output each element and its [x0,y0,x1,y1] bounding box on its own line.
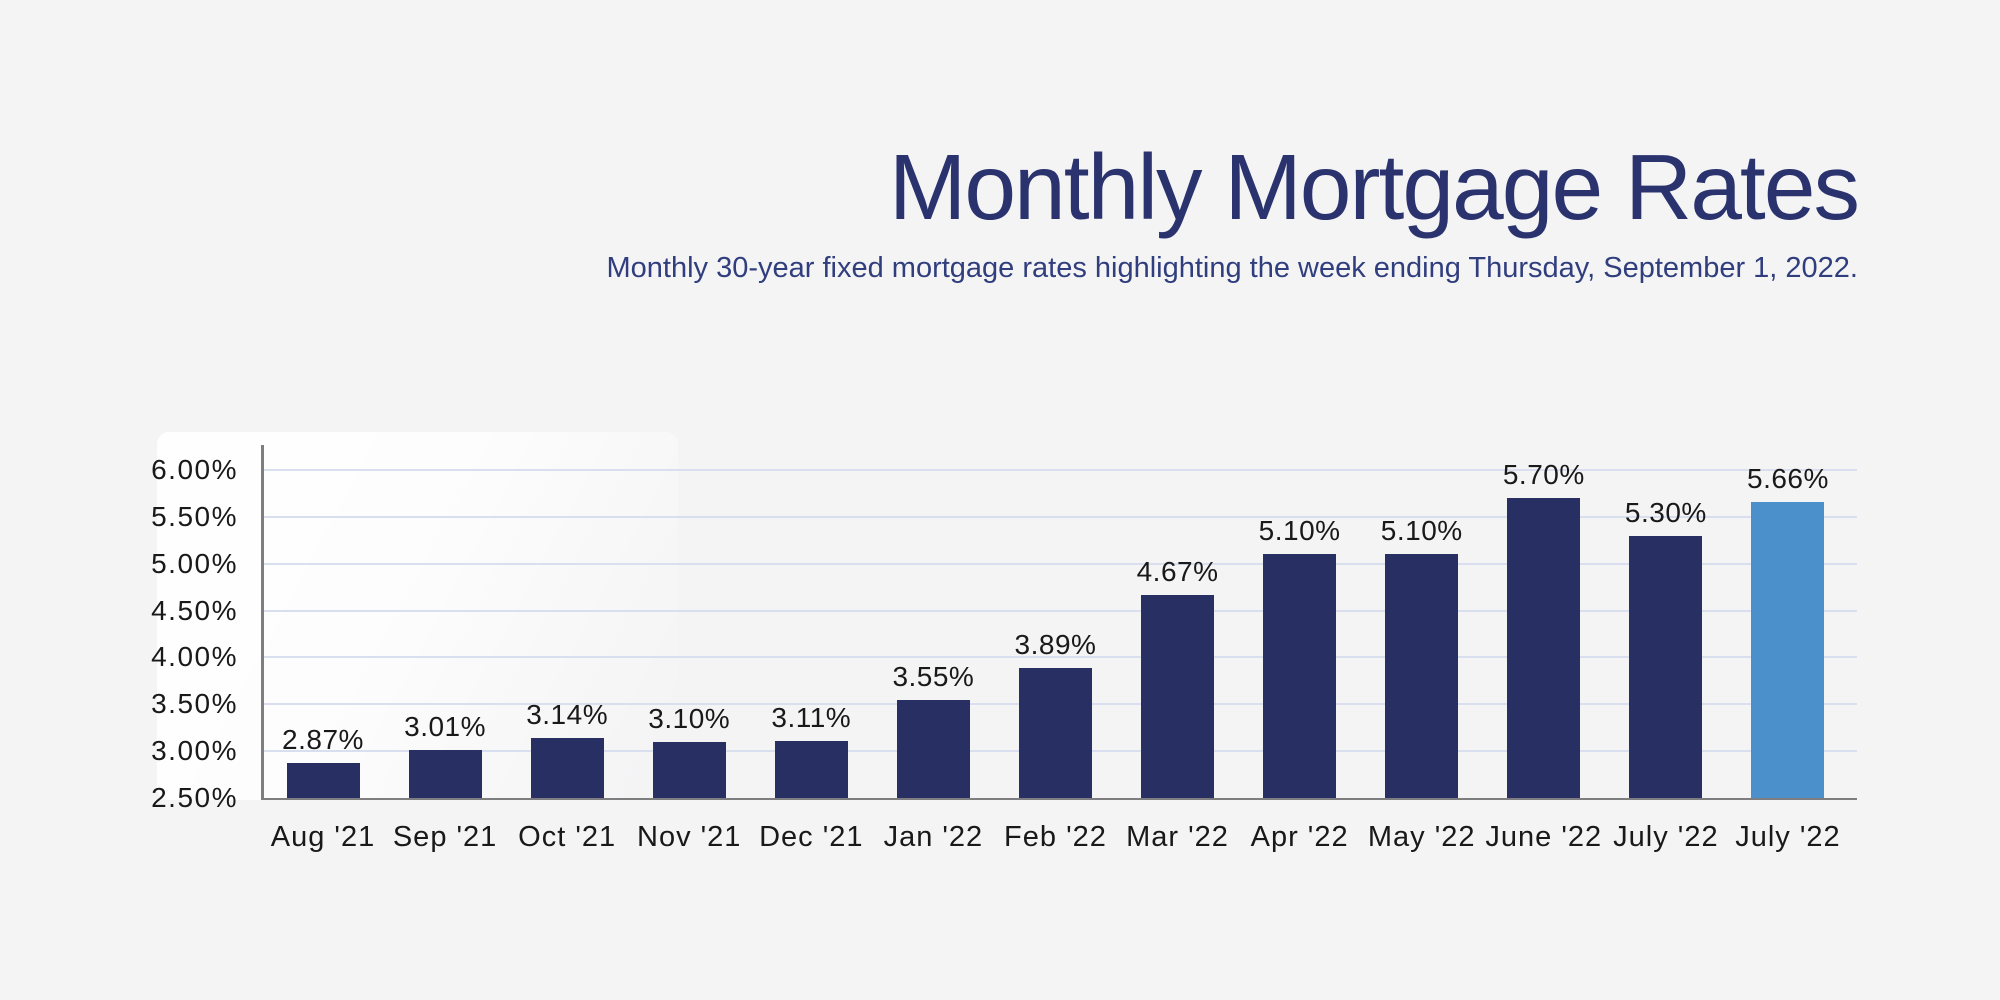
y-tick-label: 2.50% [151,782,238,813]
bar-value-label: 3.01% [404,711,487,743]
bar [896,699,970,798]
x-tick-label: Feb '22 [1004,821,1107,853]
x-tick-label: Oct '21 [518,821,617,853]
x-tick-label: Apr '22 [1250,821,1349,853]
bar-value-label: 5.70% [1502,459,1585,491]
x-axis-line [261,797,1857,800]
gridline-5.00% [262,562,1857,565]
x-tick-label: Sep '21 [392,821,498,853]
x-tick-label: Nov '21 [637,821,742,853]
bar [530,738,604,798]
y-tick-label: 3.00% [151,735,238,767]
bar-value-label: 3.55% [892,660,975,692]
bar [1507,498,1581,798]
bar-value-label: 5.10% [1380,515,1463,547]
bar [1263,554,1337,798]
bar [286,763,360,798]
x-tick-label: Dec '21 [759,821,864,853]
x-tick-label: July '22 [1613,821,1719,853]
bar-value-label: 3.89% [1014,628,1097,660]
y-tick-label: 3.50% [151,688,238,720]
y-tick-label: 4.00% [151,641,238,673]
bar-value-label: 5.30% [1624,496,1707,528]
bar-value-label: 3.11% [771,701,852,733]
gridline-4.00% [262,656,1857,659]
page-subtitle: Monthly 30-year fixed mortgage rates hig… [606,251,1858,284]
bar-value-label: 5.10% [1258,515,1341,547]
bar-value-label: 3.14% [526,699,609,731]
bar [1141,594,1215,798]
bar [1385,554,1459,798]
gridline-6.00% [262,469,1857,472]
bar-value-label: 3.10% [648,702,731,734]
y-axis-line [261,445,264,800]
x-tick-label: Jan '22 [883,821,984,853]
bar [1018,667,1092,798]
y-tick-label: 5.50% [151,500,238,532]
bar [408,750,482,798]
y-tick-label: 5.00% [151,547,238,579]
header-block: Monthly Mortgage Rates Monthly 30-year f… [606,135,1860,285]
bar-value-label: 2.87% [282,724,364,756]
bar [1629,535,1703,798]
y-tick-label: 4.50% [151,594,238,626]
x-tick-label: Mar '22 [1126,821,1229,853]
x-tick-label: July '22 [1735,821,1841,853]
y-tick-label: 6.00% [151,454,238,486]
bar [652,741,726,798]
bar [774,740,848,798]
x-tick-label: Aug '21 [270,821,376,853]
gridline-5.50% [262,515,1857,518]
bar-value-label: 4.67% [1136,555,1219,587]
page-title: Monthly Mortgage Rates [888,135,1860,239]
bar-highlighted [1751,501,1825,798]
x-tick-label: May '22 [1367,821,1476,853]
bar-value-label: 5.66% [1747,462,1829,494]
x-tick-label: June '22 [1485,821,1603,853]
gridline-4.50% [262,609,1857,612]
